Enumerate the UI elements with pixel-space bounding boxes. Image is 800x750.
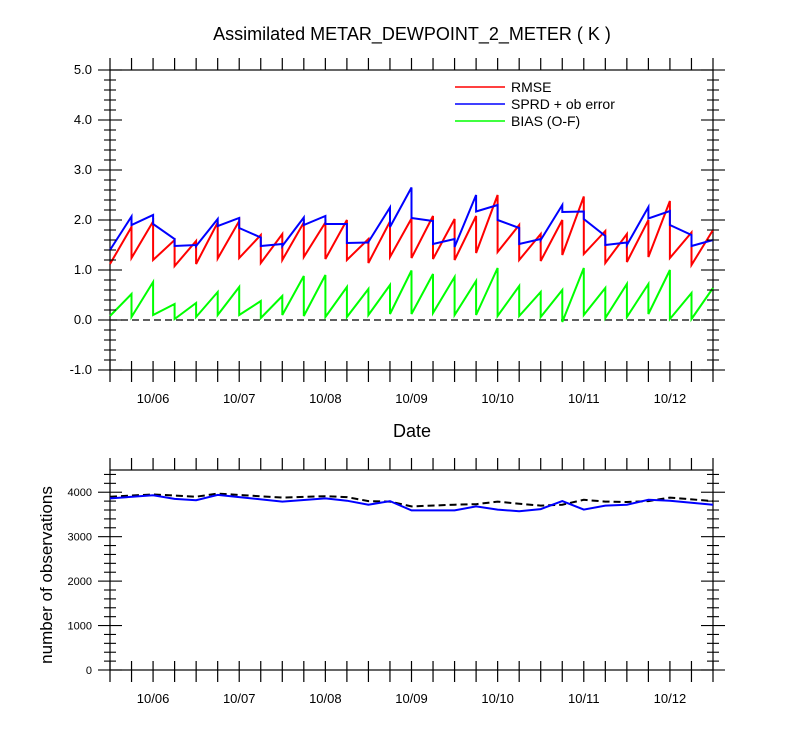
- x-tick-label: 10/11: [568, 691, 600, 706]
- x-tick-label: 10/07: [223, 391, 256, 406]
- x-tick-label: 10/09: [395, 691, 428, 706]
- series-line-sprd-ob-error: [109, 187, 714, 251]
- x-tick-label: 10/08: [309, 691, 342, 706]
- bottom-ticks-group: 10/06 10/07 10/08 10/09 10/10 10/11 10/12 0 1000…: [68, 458, 725, 706]
- y-tick-label: 0: [86, 665, 92, 677]
- bottom-series-group: [109, 492, 714, 513]
- x-axis-label: Date: [393, 421, 431, 441]
- x-tick-label: 10/12: [654, 391, 687, 406]
- x-tick-label: 10/06: [137, 691, 170, 706]
- y-tick-label: 4.0: [74, 112, 92, 127]
- y-tick-label: 1000: [68, 621, 92, 633]
- series-line-obs-1: [109, 493, 714, 513]
- series-line-obs-0: [109, 492, 714, 508]
- legend-label: RMSE: [511, 79, 551, 95]
- top-panel: 10/06 10/07 10/08 10/09 10/10 10/11 10/12 -1.0 0…: [70, 58, 725, 406]
- y-tick-label: 0.0: [74, 312, 92, 327]
- x-tick-label: 10/08: [309, 391, 342, 406]
- legend-label: BIAS (O-F): [511, 113, 580, 129]
- series-line-rmse: [109, 194, 714, 269]
- x-tick-label: 10/11: [568, 391, 600, 406]
- y-tick-label: 3000: [68, 532, 92, 544]
- chart-title: Assimilated METAR_DEWPOINT_2_METER ( K ): [213, 24, 611, 45]
- y-tick-label: 4000: [68, 487, 92, 499]
- y-axis-label-observations: number of observations: [37, 486, 56, 664]
- x-tick-label: 10/09: [395, 391, 428, 406]
- series-line-bias-o-f: [109, 267, 714, 323]
- x-tick-label: 10/12: [654, 691, 687, 706]
- y-tick-label: 3.0: [74, 162, 92, 177]
- x-tick-label: 10/07: [223, 691, 256, 706]
- top-series-group: [109, 187, 714, 323]
- y-tick-label: 2000: [68, 576, 92, 588]
- y-tick-label: 2.0: [74, 212, 92, 227]
- bottom-panel: 10/06 10/07 10/08 10/09 10/10 10/11 10/12 0 1000…: [68, 458, 725, 706]
- top-ticks-group: 10/06 10/07 10/08 10/09 10/10 10/11 10/12 -1.0 0…: [70, 58, 725, 406]
- x-tick-label: 10/06: [137, 391, 170, 406]
- y-tick-label: -1.0: [70, 362, 92, 377]
- x-tick-label: 10/10: [481, 691, 514, 706]
- legend-label: SPRD + ob error: [511, 96, 615, 112]
- y-tick-label: 1.0: [74, 262, 92, 277]
- x-tick-label: 10/10: [481, 391, 514, 406]
- y-tick-label: 5.0: [74, 62, 92, 77]
